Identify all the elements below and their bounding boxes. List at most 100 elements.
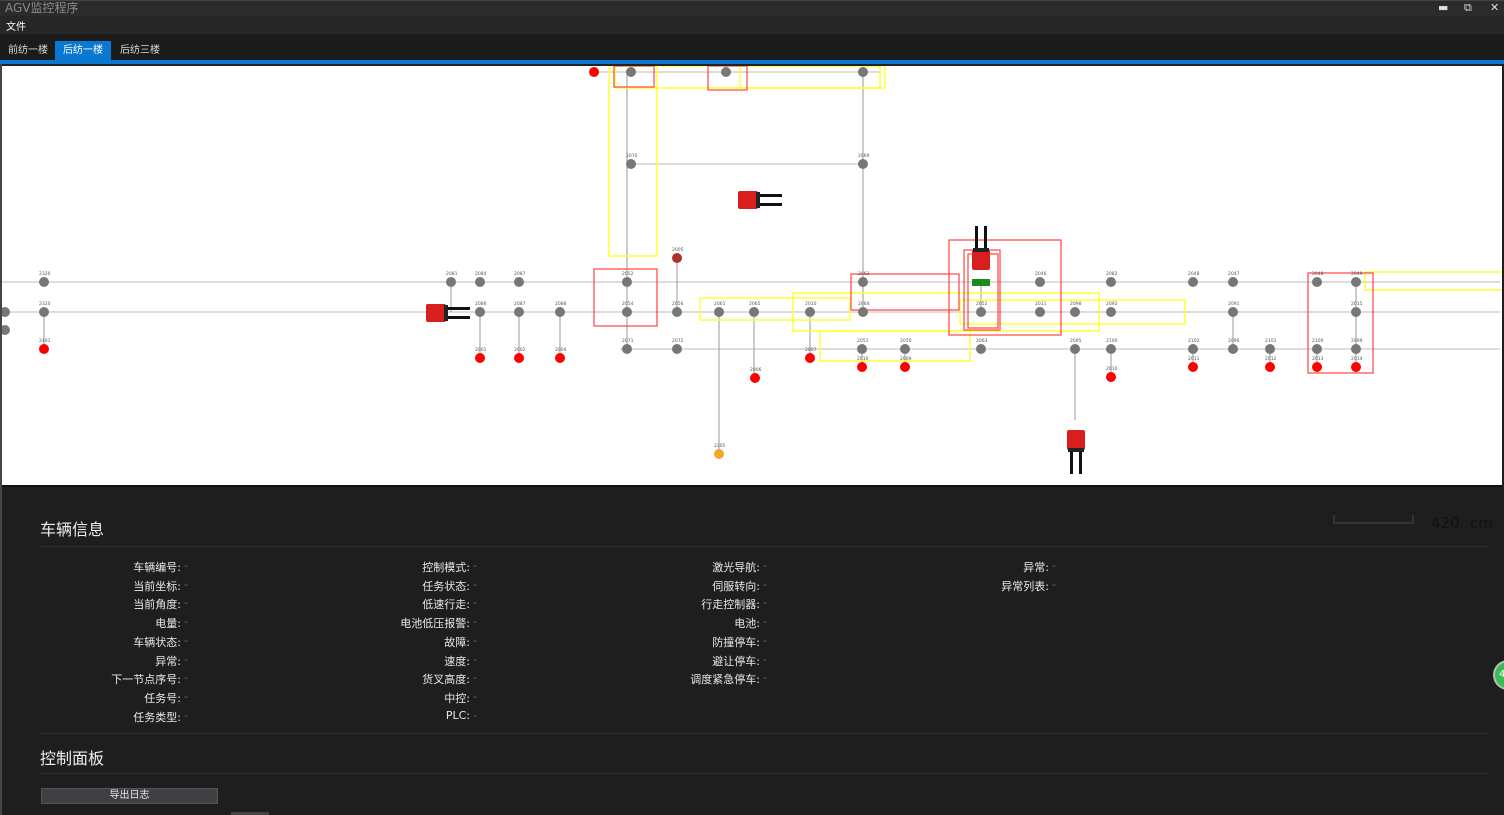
map-node-idle[interactable] xyxy=(1228,344,1238,354)
field-label: 速度: xyxy=(444,654,470,668)
node-id: 2048 xyxy=(1312,271,1324,277)
map-node-idle[interactable] xyxy=(1106,307,1116,317)
map-node-idle[interactable] xyxy=(1188,344,1198,354)
map-node-station[interactable] xyxy=(857,362,867,372)
map-node-station[interactable] xyxy=(1188,362,1198,372)
map-node-idle[interactable] xyxy=(1312,277,1322,287)
map-node-idle[interactable] xyxy=(976,307,986,317)
map-node-station[interactable] xyxy=(1265,362,1275,372)
node-id: 2065 xyxy=(749,301,761,307)
map-node-station[interactable] xyxy=(475,353,485,363)
map-node-idle[interactable] xyxy=(1188,277,1198,287)
map-node-idle[interactable] xyxy=(1351,344,1361,354)
agv-fork xyxy=(984,226,987,250)
title-bar: AGV监控程序 ▬ ⧉ ✕ xyxy=(0,0,1504,16)
floating-action-button[interactable]: 4 xyxy=(1493,660,1504,690)
map-node-idle[interactable] xyxy=(858,67,868,77)
map-node-idle[interactable] xyxy=(858,307,868,317)
map-node-idle[interactable] xyxy=(900,344,910,354)
agv-forklift[interactable] xyxy=(426,304,470,322)
map-node-idle[interactable] xyxy=(1070,307,1080,317)
map-node-idle[interactable] xyxy=(514,307,524,317)
map-node-idle[interactable] xyxy=(721,67,731,77)
map-node-station[interactable] xyxy=(805,353,815,363)
agv-forklift[interactable] xyxy=(738,191,782,209)
tab-back-spin-1f[interactable]: 后纺一楼 xyxy=(55,41,111,61)
field-label: PLC: xyxy=(445,708,470,722)
field-label: 防撞停车: xyxy=(712,635,760,649)
map-node-idle[interactable] xyxy=(714,307,724,317)
map-node-station[interactable] xyxy=(900,362,910,372)
map-node-idle[interactable] xyxy=(976,344,986,354)
map-node-charge[interactable] xyxy=(714,449,724,459)
field-label: 异常: xyxy=(155,654,181,668)
close-icon[interactable]: ✕ xyxy=(1490,1,1500,14)
node-id: 2015 xyxy=(1351,301,1363,307)
map-node-idle[interactable] xyxy=(805,307,815,317)
node-id: 2100 xyxy=(1312,338,1324,344)
map-node-idle[interactable] xyxy=(626,159,636,169)
map-node-idle[interactable] xyxy=(2,325,10,335)
map-node-idle[interactable] xyxy=(555,307,565,317)
field-value: - xyxy=(763,652,767,666)
map-node-idle[interactable] xyxy=(1228,307,1238,317)
map-node-idle[interactable] xyxy=(857,344,867,354)
map-node-idle[interactable] xyxy=(858,159,868,169)
node-id: 2011 xyxy=(1188,356,1200,362)
restore-icon[interactable]: ⧉ xyxy=(1464,1,1472,14)
menu-file[interactable]: 文件 xyxy=(6,22,26,33)
map-node-idle[interactable] xyxy=(1035,307,1045,317)
map-node-idle[interactable] xyxy=(475,277,485,287)
divider xyxy=(40,773,1488,774)
map-node-occupied[interactable] xyxy=(672,253,682,263)
minimize-icon[interactable]: ▬ xyxy=(1438,1,1449,14)
map-node-idle[interactable] xyxy=(1351,277,1361,287)
agv-map[interactable]: 2320 2081 2084 2087 2320 2086 2087 2088 2052 2054… xyxy=(2,64,1502,532)
map-node-idle[interactable] xyxy=(39,277,49,287)
agv-forklift[interactable] xyxy=(1067,430,1085,474)
map-node-station[interactable] xyxy=(1106,372,1116,382)
map-node-idle[interactable] xyxy=(626,67,636,77)
map-node-idle[interactable] xyxy=(475,307,485,317)
map-node-idle[interactable] xyxy=(1035,277,1045,287)
map-node-idle[interactable] xyxy=(2,307,10,317)
node-id: 2056 xyxy=(672,301,684,307)
map-node-station[interactable] xyxy=(750,373,760,383)
map-node-idle[interactable] xyxy=(1351,307,1361,317)
map-node-station[interactable] xyxy=(39,344,49,354)
node-id: 2010 xyxy=(1106,366,1118,372)
map-node-idle[interactable] xyxy=(1106,344,1116,354)
map-node-idle[interactable] xyxy=(858,277,868,287)
map-node-idle[interactable] xyxy=(1070,344,1080,354)
map-node-idle[interactable] xyxy=(672,307,682,317)
map-node-station[interactable] xyxy=(555,353,565,363)
path-zone xyxy=(739,66,881,89)
tab-front-spin-1f[interactable]: 前纺一楼 xyxy=(8,45,48,56)
map-node-idle[interactable] xyxy=(622,344,632,354)
map-node-station[interactable] xyxy=(1312,362,1322,372)
map-node-idle[interactable] xyxy=(1265,344,1275,354)
field-value: - xyxy=(763,559,767,572)
export-log-button[interactable]: 导出日志 xyxy=(41,788,218,804)
path-zone xyxy=(699,297,851,321)
map-node-idle[interactable] xyxy=(672,344,682,354)
scrollbar-thumb[interactable] xyxy=(231,812,269,815)
node-id: 2001 xyxy=(475,347,487,353)
map-node-idle[interactable] xyxy=(39,307,49,317)
map-node-idle[interactable] xyxy=(749,307,759,317)
map-canvas[interactable]: 2320 2081 2084 2087 2320 2086 2087 2088 2052 2054… xyxy=(2,66,1502,485)
map-node-idle[interactable] xyxy=(446,277,456,287)
agv-forklift[interactable] xyxy=(972,226,990,270)
map-node-idle[interactable] xyxy=(1312,344,1322,354)
map-node-idle[interactable] xyxy=(622,277,632,287)
map-node-idle[interactable] xyxy=(514,277,524,287)
field-label: 任务类型: xyxy=(133,710,181,724)
map-node-station[interactable] xyxy=(589,67,599,77)
map-node-idle[interactable] xyxy=(1106,277,1116,287)
map-node-station[interactable] xyxy=(1351,362,1361,372)
agv-body xyxy=(426,304,446,322)
map-node-idle[interactable] xyxy=(622,307,632,317)
tab-back-spin-3f[interactable]: 后纺三楼 xyxy=(120,45,160,56)
map-node-station[interactable] xyxy=(514,353,524,363)
map-node-idle[interactable] xyxy=(1228,277,1238,287)
